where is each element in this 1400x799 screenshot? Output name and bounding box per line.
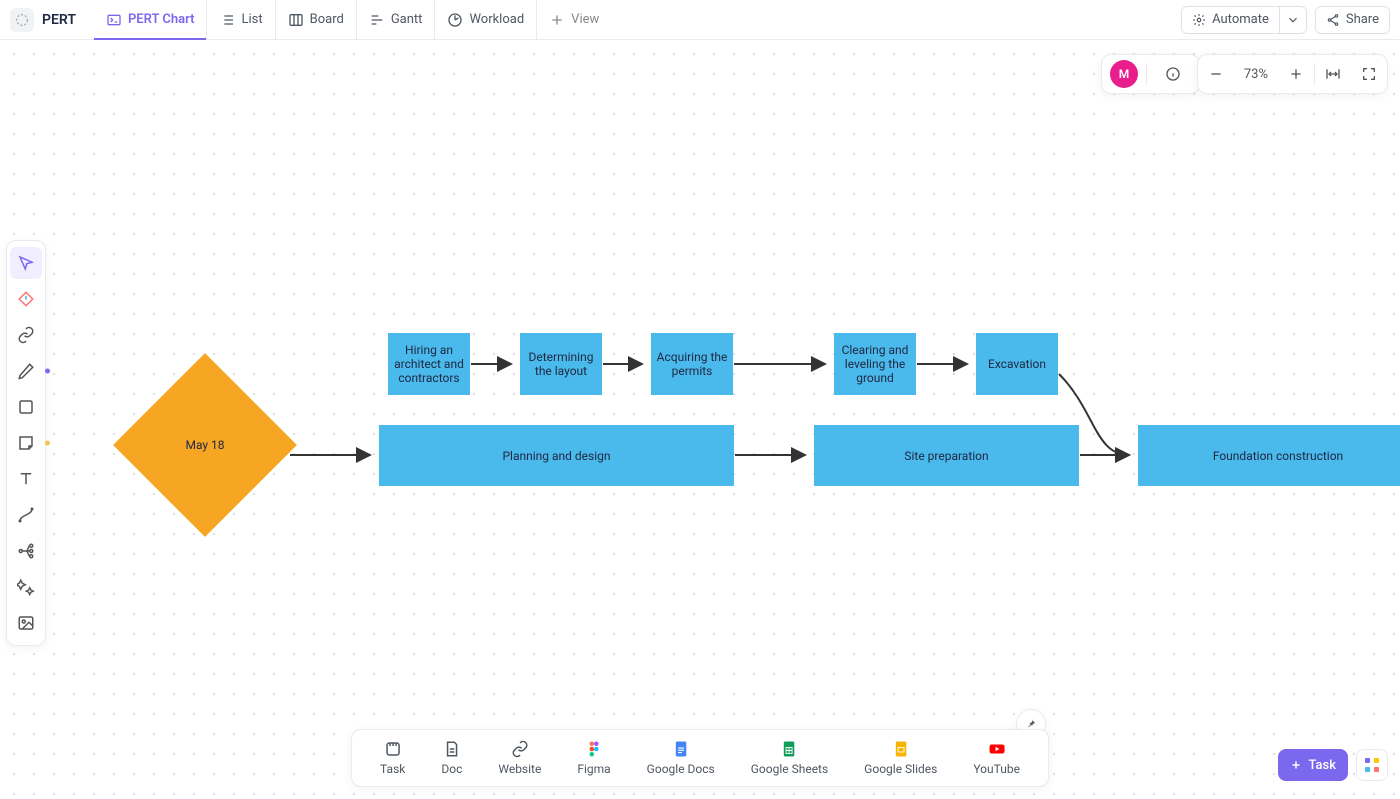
add-view-button[interactable]: View xyxy=(537,0,611,39)
tool-shape[interactable] xyxy=(10,391,42,423)
info-button[interactable] xyxy=(1155,55,1191,93)
tool-mindmap[interactable] xyxy=(10,535,42,567)
presence-group: M xyxy=(1101,54,1200,94)
tool-image[interactable] xyxy=(10,607,42,639)
add-view-label: View xyxy=(571,12,599,27)
tool-task-shape[interactable] xyxy=(10,283,42,315)
dock-google-slides[interactable]: Google Slides xyxy=(846,736,955,780)
new-task-label: Task xyxy=(1308,758,1336,773)
view-tabs: PERT ChartListBoardGanttWorkload xyxy=(94,0,537,39)
canvas[interactable]: May 18 Hiring an architect and contractor… xyxy=(0,40,1400,799)
apps-button[interactable] xyxy=(1356,749,1388,781)
automate-button[interactable]: Automate xyxy=(1181,6,1280,34)
zoom-in-button[interactable] xyxy=(1278,55,1314,93)
tab-board[interactable]: Board xyxy=(276,0,357,39)
dock-youtube[interactable]: YouTube xyxy=(955,736,1038,780)
automate-button-group: Automate xyxy=(1181,6,1307,34)
tool-pen[interactable] xyxy=(10,355,42,387)
share-button[interactable]: Share xyxy=(1315,6,1390,34)
automate-label: Automate xyxy=(1212,12,1269,27)
tool-connector[interactable] xyxy=(10,499,42,531)
avatar[interactable]: M xyxy=(1110,60,1138,88)
node-siteprep[interactable]: Site preparation xyxy=(814,425,1079,486)
dock-doc[interactable]: Doc xyxy=(423,736,480,780)
dock-website[interactable]: Website xyxy=(480,736,559,780)
topbar-right: Automate Share xyxy=(1181,6,1390,34)
automate-dropdown[interactable] xyxy=(1280,6,1307,34)
pert-diagram: May 18 Hiring an architect and contractor… xyxy=(0,40,1400,799)
share-label: Share xyxy=(1346,12,1379,27)
node-excavation[interactable]: Excavation xyxy=(976,333,1058,395)
space-icon[interactable] xyxy=(10,8,34,32)
tab-pert-chart[interactable]: PERT Chart xyxy=(94,0,208,39)
fit-width-button[interactable] xyxy=(1315,55,1351,93)
node-permits[interactable]: Acquiring the permits xyxy=(651,333,733,395)
dock-figma[interactable]: Figma xyxy=(559,736,628,780)
tool-link[interactable] xyxy=(10,319,42,351)
new-task-button[interactable]: Task xyxy=(1278,749,1348,781)
tool-select[interactable] xyxy=(10,247,42,279)
node-foundation[interactable]: Foundation construction xyxy=(1138,425,1400,486)
dock-google-sheets[interactable]: Google Sheets xyxy=(733,736,846,780)
tool-sticky[interactable] xyxy=(10,427,42,459)
zoom-level[interactable]: 73% xyxy=(1234,55,1278,93)
top-bar: PERT PERT ChartListBoardGanttWorkload Vi… xyxy=(0,0,1400,40)
node-clearing[interactable]: Clearing and leveling the ground xyxy=(834,333,916,395)
tab-list[interactable]: List xyxy=(207,0,275,39)
space-title[interactable]: PERT xyxy=(42,12,76,28)
bottom-right-group: Task xyxy=(1278,749,1388,781)
dock-google-docs[interactable]: Google Docs xyxy=(629,736,733,780)
fullscreen-button[interactable] xyxy=(1351,55,1387,93)
node-hiring[interactable]: Hiring an architect and contractors xyxy=(388,333,470,395)
tool-text[interactable] xyxy=(10,463,42,495)
tab-gantt[interactable]: Gantt xyxy=(357,0,436,39)
dock: TaskDocWebsiteFigmaGoogle DocsGoogle She… xyxy=(351,729,1049,787)
zoom-out-button[interactable] xyxy=(1198,55,1234,93)
node-layout[interactable]: Determining the layout xyxy=(520,333,602,395)
tool-ai[interactable] xyxy=(10,571,42,603)
tab-workload[interactable]: Workload xyxy=(435,0,537,39)
zoom-group: 73% xyxy=(1197,54,1388,94)
left-toolbar xyxy=(6,240,46,646)
node-start[interactable]: May 18 xyxy=(140,380,270,510)
dock-task[interactable]: Task xyxy=(362,736,423,780)
node-planning[interactable]: Planning and design xyxy=(379,425,734,486)
